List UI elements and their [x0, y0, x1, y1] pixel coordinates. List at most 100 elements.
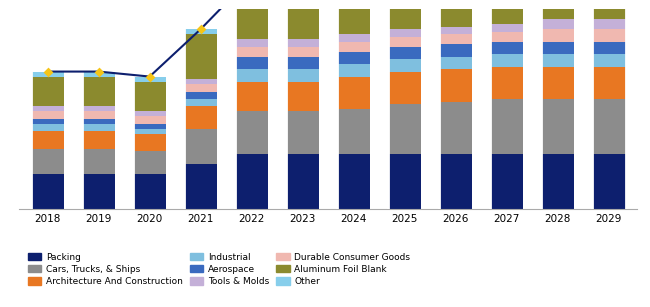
Bar: [31, 76, 64, 107]
Bar: [235, 154, 268, 209]
Bar: [31, 72, 64, 76]
Bar: [184, 99, 217, 107]
Bar: [184, 34, 217, 79]
Point: [144, 74, 155, 79]
Bar: [133, 174, 166, 209]
Bar: [82, 174, 115, 209]
Bar: [133, 76, 166, 82]
Bar: [337, 76, 370, 109]
Bar: [490, 67, 523, 99]
Bar: [133, 116, 166, 124]
Bar: [31, 111, 64, 119]
Bar: [286, 0, 319, 39]
Bar: [235, 111, 268, 154]
Bar: [184, 91, 217, 99]
Bar: [490, 54, 523, 67]
Bar: [439, 102, 473, 154]
Bar: [439, 27, 473, 34]
Bar: [31, 107, 64, 111]
Bar: [541, 154, 575, 209]
Bar: [490, 154, 523, 209]
Bar: [82, 72, 115, 76]
Bar: [541, 19, 575, 29]
Bar: [133, 82, 166, 111]
Bar: [337, 52, 370, 64]
Bar: [337, 0, 370, 34]
Bar: [82, 111, 115, 119]
Bar: [31, 131, 64, 149]
Bar: [490, 99, 523, 154]
Bar: [592, 67, 625, 99]
Bar: [133, 151, 166, 174]
Bar: [133, 129, 166, 134]
Bar: [592, 154, 625, 209]
Bar: [490, 32, 523, 42]
Bar: [388, 154, 421, 209]
Bar: [337, 64, 370, 76]
Bar: [82, 149, 115, 174]
Bar: [439, 56, 473, 69]
Bar: [439, 154, 473, 209]
Bar: [439, 34, 473, 44]
Bar: [388, 104, 421, 154]
Point: [94, 69, 104, 74]
Bar: [337, 34, 370, 42]
Bar: [31, 174, 64, 209]
Bar: [337, 42, 370, 52]
Bar: [541, 29, 575, 42]
Bar: [286, 111, 319, 154]
Bar: [592, 0, 625, 19]
Bar: [388, 47, 421, 59]
Bar: [388, 72, 421, 104]
Bar: [388, 0, 421, 29]
Bar: [286, 82, 319, 111]
Bar: [286, 154, 319, 209]
Bar: [337, 154, 370, 209]
Bar: [286, 69, 319, 82]
Legend: Packing, Cars, Trucks, & Ships, Architecture And Construction, Industrial, Aeros: Packing, Cars, Trucks, & Ships, Architec…: [24, 249, 414, 290]
Bar: [184, 84, 217, 91]
Bar: [490, 24, 523, 32]
Bar: [439, 69, 473, 102]
Bar: [133, 134, 166, 151]
Bar: [82, 124, 115, 131]
Bar: [82, 76, 115, 107]
Bar: [592, 99, 625, 154]
Bar: [592, 54, 625, 67]
Bar: [82, 131, 115, 149]
Bar: [184, 79, 217, 84]
Bar: [592, 29, 625, 42]
Bar: [184, 107, 217, 129]
Bar: [388, 29, 421, 37]
Bar: [337, 109, 370, 154]
Bar: [286, 56, 319, 69]
Bar: [286, 47, 319, 56]
Bar: [541, 42, 575, 54]
Bar: [286, 39, 319, 47]
Bar: [541, 67, 575, 99]
Bar: [133, 124, 166, 129]
Bar: [235, 47, 268, 56]
Bar: [439, 44, 473, 56]
Bar: [31, 149, 64, 174]
Bar: [490, 42, 523, 54]
Bar: [184, 164, 217, 209]
Bar: [235, 56, 268, 69]
Bar: [82, 107, 115, 111]
Bar: [82, 119, 115, 124]
Bar: [31, 124, 64, 131]
Point: [196, 27, 206, 32]
Bar: [439, 0, 473, 27]
Bar: [133, 111, 166, 116]
Bar: [490, 0, 523, 24]
Bar: [541, 0, 575, 19]
Bar: [592, 42, 625, 54]
Bar: [184, 29, 217, 34]
Bar: [541, 54, 575, 67]
Bar: [388, 37, 421, 47]
Point: [42, 69, 53, 74]
Bar: [388, 59, 421, 72]
Bar: [31, 119, 64, 124]
Bar: [235, 82, 268, 111]
Bar: [592, 19, 625, 29]
